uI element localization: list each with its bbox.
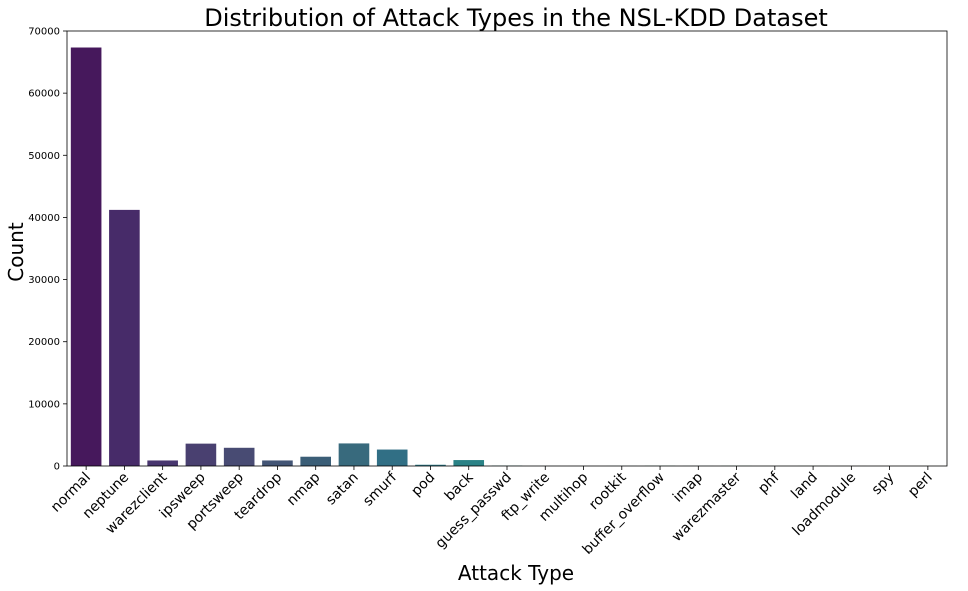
x-tick-label-pod: pod <box>408 470 438 500</box>
x-tick-label-phf: phf <box>755 469 783 497</box>
bars-group <box>70 47 944 467</box>
chart-title: Distribution of Attack Types in the NSL-… <box>204 4 828 32</box>
bar-teardrop <box>262 460 293 466</box>
bar-satan <box>338 443 370 466</box>
bar-neptune <box>109 209 140 466</box>
x-tick-label-warezmaster: warezmaster <box>669 469 745 545</box>
bar-pod <box>415 464 446 466</box>
x-axis: normalneptunewarezclientipsweepportsweep… <box>48 466 936 558</box>
x-tick-label-spy: spy <box>869 470 898 499</box>
x-tick-label-imap: imap <box>670 469 706 505</box>
y-tick-label: 30000 <box>28 275 60 286</box>
bar-ipsweep <box>185 443 217 466</box>
bar-normal <box>70 47 102 467</box>
y-tick-label: 40000 <box>28 213 60 224</box>
y-tick-label: 70000 <box>28 27 60 38</box>
y-tick-label: 10000 <box>28 399 60 410</box>
y-axis: 0 10000 20000 30000 40000 50000 60000 70000 <box>28 27 67 473</box>
bar-warezclient <box>147 460 178 466</box>
y-tick-label: 60000 <box>28 89 60 100</box>
y-tick-label: 0 <box>54 462 60 473</box>
bar-portsweep <box>223 447 255 466</box>
plot-frame <box>66 30 948 467</box>
bar-smurf <box>376 449 408 466</box>
bar-nmap <box>300 456 331 466</box>
y-tick-label: 50000 <box>28 151 60 162</box>
x-tick-label-smurf: smurf <box>360 469 401 510</box>
x-tick-label-back: back <box>442 469 477 504</box>
x-tick-label-satan: satan <box>323 470 362 509</box>
x-axis-label: Attack Type <box>458 561 574 585</box>
y-axis-label: Count <box>4 222 28 282</box>
y-tick-label: 20000 <box>28 337 60 348</box>
x-tick-label-nmap: nmap <box>284 469 324 509</box>
x-tick-label-perl: perl <box>905 470 936 501</box>
bar-back <box>453 460 485 466</box>
x-tick-label-land: land <box>788 470 821 503</box>
